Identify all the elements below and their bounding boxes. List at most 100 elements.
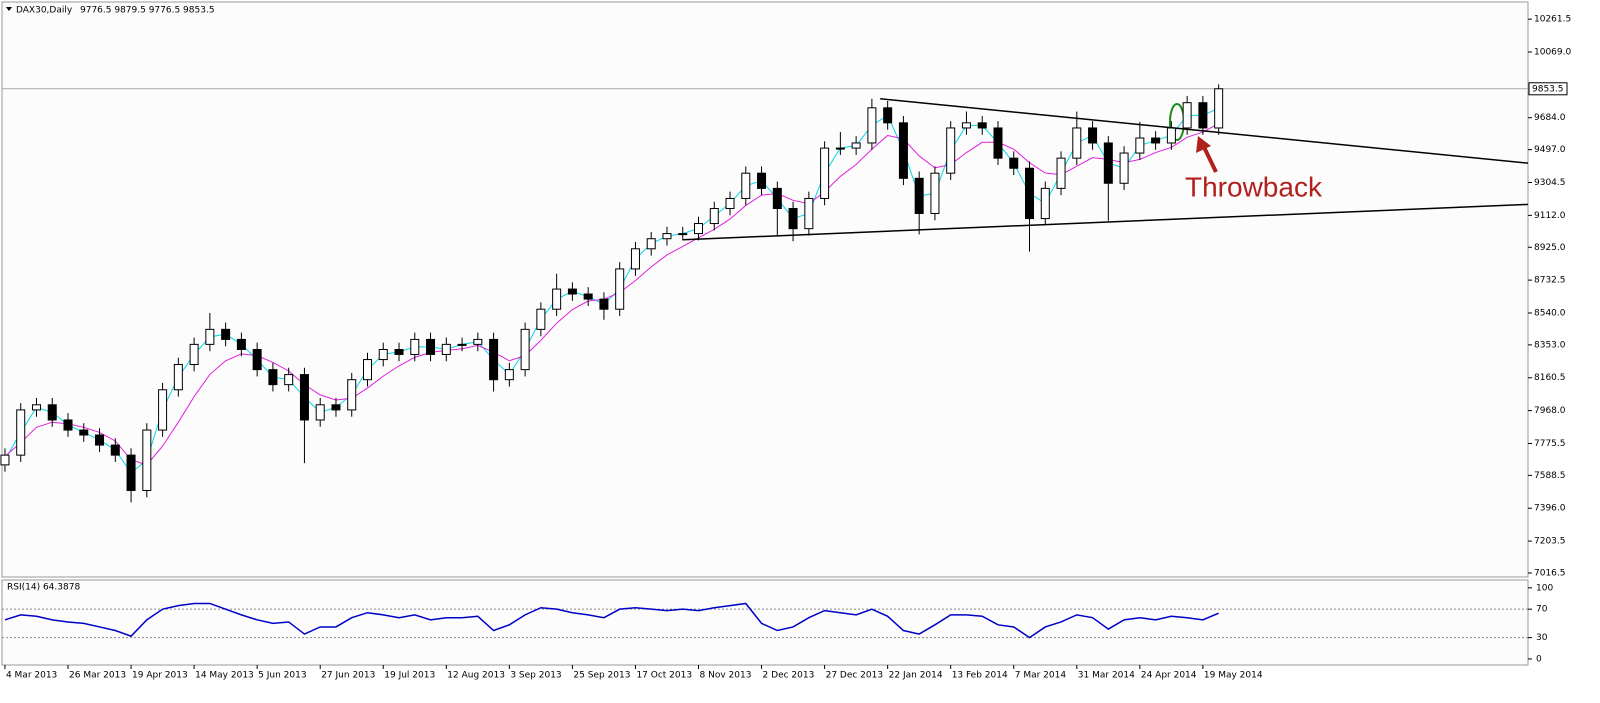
candle-body <box>678 233 688 236</box>
y-tick-label: 100 <box>1536 583 1553 593</box>
moving-average <box>4 123 1219 466</box>
x-tick-label: 24 Apr 2014 <box>1141 671 1197 681</box>
candle-body <box>1198 102 1208 129</box>
candle-body <box>662 233 672 240</box>
candle-body <box>694 223 704 235</box>
trendline <box>683 203 1529 241</box>
candle-body <box>646 238 656 250</box>
candle-body <box>63 419 73 431</box>
last-price-label: 9853.5 <box>1532 84 1564 94</box>
rsi-title: RSI(14) 64.3878 <box>7 583 80 593</box>
y-tick-label: 70 <box>1536 605 1548 615</box>
x-tick-label: 26 Mar 2013 <box>69 671 126 681</box>
candle-body <box>1135 137 1145 154</box>
y-tick-label: 0 <box>1536 654 1542 664</box>
y-tick-label: 9304.5 <box>1534 178 1566 188</box>
arrow-shaft <box>1201 144 1218 173</box>
candle-body <box>441 343 451 355</box>
candle-body <box>473 338 483 345</box>
candle-body <box>236 338 246 350</box>
rsi-panel <box>1 579 1529 666</box>
candle-body <box>1088 127 1098 144</box>
y-tick-label: 7016.5 <box>1534 568 1566 578</box>
candle-body <box>457 343 467 346</box>
candle-body <box>1025 167 1035 220</box>
candle-body <box>804 197 814 230</box>
candle-body <box>31 404 41 411</box>
y-tick-label: 8925.0 <box>1534 243 1566 253</box>
last-price-box <box>1528 82 1568 96</box>
x-tick-label: 22 Jan 2014 <box>889 671 943 681</box>
candle-body <box>867 107 877 144</box>
y-tick-label: 7396.0 <box>1534 504 1566 514</box>
candle-body <box>16 409 26 456</box>
candle-body <box>1182 102 1192 129</box>
candle-body <box>898 122 908 179</box>
y-tick-label: 9112.0 <box>1534 211 1566 221</box>
y-tick-label: 7968.0 <box>1534 406 1566 416</box>
candle-body <box>1166 127 1176 144</box>
candle-body <box>1103 142 1113 184</box>
rsi-line <box>4 602 1219 639</box>
candle-body <box>252 348 262 371</box>
y-tick-label: 7588.5 <box>1534 471 1566 481</box>
x-tick-label: 12 Aug 2013 <box>447 671 505 681</box>
candle-body <box>142 429 152 491</box>
candle-body <box>394 348 404 355</box>
y-tick-label: 7775.5 <box>1534 439 1566 449</box>
candle-body <box>709 208 719 225</box>
symbol: DAX30,Daily <box>16 6 73 16</box>
candle-body <box>520 328 530 371</box>
candle-body <box>347 379 357 411</box>
candle-body <box>410 338 420 355</box>
y-tick-label: 8540.0 <box>1534 308 1566 318</box>
y-tick-label: 10261.5 <box>1534 15 1571 25</box>
candle-body <box>552 288 562 310</box>
x-tick-label: 5 Jun 2013 <box>258 671 306 681</box>
candle-body <box>567 288 577 295</box>
ohlc-text: 9776.5 9879.5 9776.5 9853.5 <box>80 6 215 16</box>
candle-body <box>315 404 325 421</box>
y-tick-label: 10069.0 <box>1534 48 1571 58</box>
y-tick-label: 9684.0 <box>1534 113 1566 123</box>
y-tick-label: 7203.5 <box>1534 537 1566 547</box>
candle-body <box>1151 137 1161 144</box>
x-tick-label: 14 May 2013 <box>195 671 254 681</box>
x-tick-label: 19 Jul 2013 <box>384 671 435 681</box>
y-tick-label: 8353.0 <box>1534 340 1566 350</box>
trendline <box>880 98 1529 164</box>
candle-body <box>378 348 388 361</box>
x-tick-label: 3 Sep 2013 <box>510 671 561 681</box>
x-tick-label: 2 Dec 2013 <box>763 671 815 681</box>
candle-body <box>851 142 861 149</box>
candle-body <box>835 147 845 150</box>
x-tick-label: 25 Sep 2013 <box>573 671 630 681</box>
candle-body <box>504 369 514 381</box>
y-tick-label: 8732.5 <box>1534 276 1566 286</box>
candle-body <box>95 434 105 446</box>
candle-body <box>961 122 971 129</box>
candle-body <box>1056 157 1066 189</box>
candle-body <box>331 404 341 411</box>
candle-body <box>772 187 782 210</box>
candle-body <box>79 429 89 436</box>
candle-body <box>1119 152 1129 184</box>
candle-body <box>173 364 183 391</box>
candle-body <box>615 268 625 310</box>
candle-body <box>158 389 168 431</box>
x-tick-label: 8 Nov 2013 <box>700 671 752 681</box>
candle-body <box>489 338 499 381</box>
candle-body <box>362 359 372 381</box>
candle-body <box>189 343 199 366</box>
candle-body <box>883 107 893 124</box>
candle-body <box>946 127 956 174</box>
x-tick-label: 19 Apr 2013 <box>132 671 188 681</box>
candle-body <box>1072 127 1082 159</box>
menu-arrow <box>6 7 12 11</box>
candle-body <box>1040 187 1050 220</box>
candle-body <box>725 197 735 210</box>
candle-body <box>426 338 436 355</box>
x-tick-label: 13 Feb 2014 <box>952 671 1008 681</box>
candle-body <box>993 127 1003 159</box>
